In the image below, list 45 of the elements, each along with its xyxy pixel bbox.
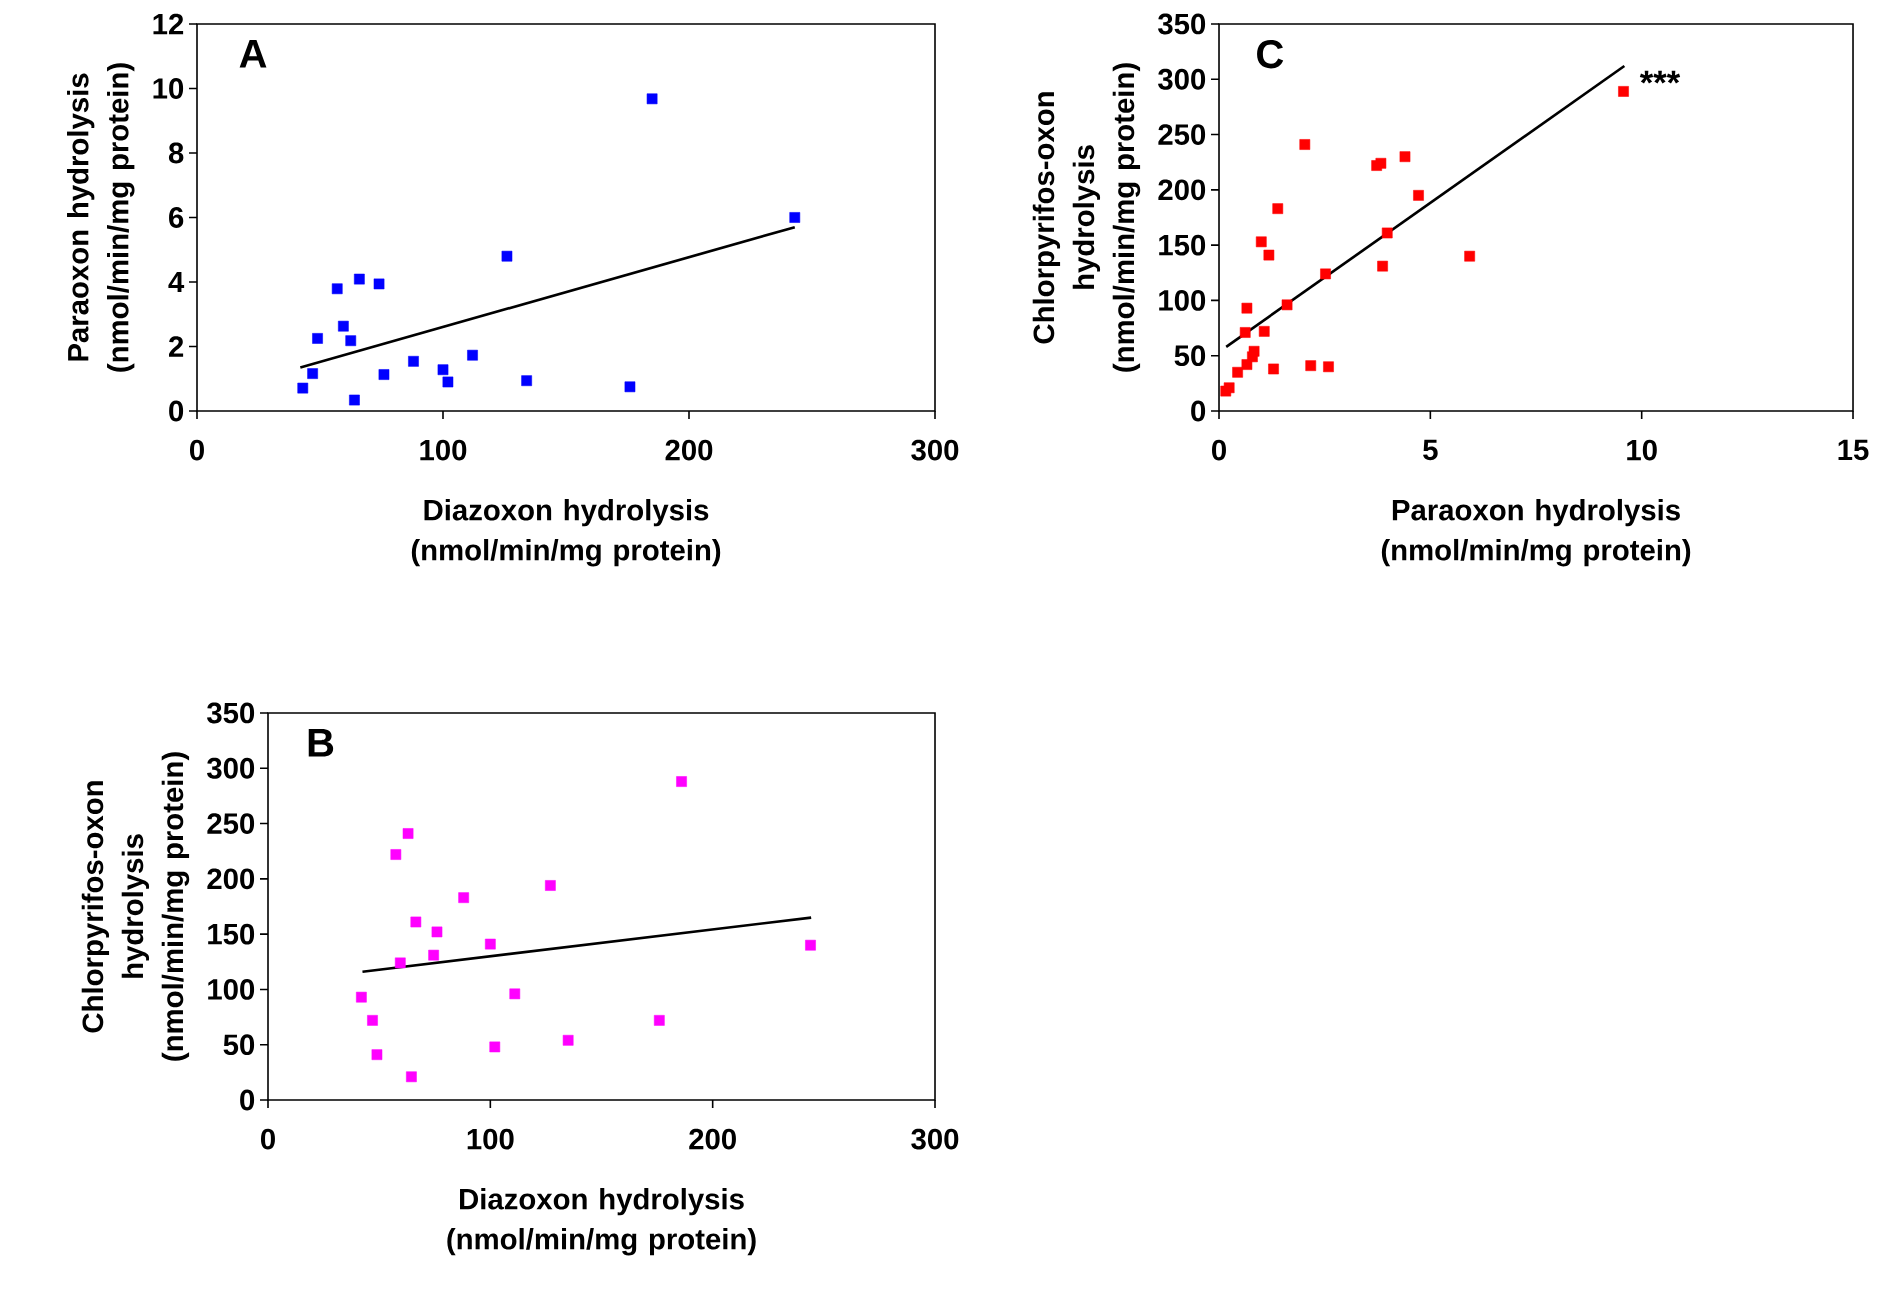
y-tick-label: 150: [1159, 234, 1206, 256]
x-tick-label: 0: [260, 1128, 275, 1150]
y-tick-label: 100: [1159, 290, 1206, 311]
y-tick-label: 6: [169, 207, 184, 228]
x-tick-label: 0: [1212, 439, 1226, 461]
y-tick-label: 200: [1158, 179, 1206, 201]
chart-title: A: [239, 40, 267, 68]
y-tick-label: 100: [208, 979, 255, 1000]
y-tick-label: 10: [153, 78, 184, 99]
y-tick-label: 350: [1158, 13, 1206, 35]
x-tick-label: 0: [189, 439, 204, 461]
x-tick-label: 300: [911, 1128, 959, 1150]
x-tick-label: 15: [1838, 439, 1869, 461]
y-tick-label: 0: [1191, 400, 1206, 422]
x-axis-title: Paraoxon hydrolysis (nmol/min/mg protein): [1381, 498, 1691, 567]
y-tick-label: 150: [208, 923, 255, 945]
y-tick-label: 50: [1174, 345, 1206, 367]
x-tick-label: 10: [1627, 439, 1657, 461]
x-tick-label: 200: [689, 1128, 736, 1150]
y-tick-label: 8: [168, 142, 184, 164]
y-tick-label: 250: [207, 813, 255, 834]
chart-title: C: [1257, 40, 1284, 69]
y-tick-label: 2: [169, 336, 184, 357]
y-tick-label: 12: [153, 13, 184, 35]
x-tick-label: 100: [467, 1128, 514, 1150]
y-tick-label: 200: [207, 868, 255, 890]
y-tick-label: 300: [1158, 68, 1206, 90]
x-axis-title: Diazoxon hydrolysis (nmol/min/mg protein): [447, 1188, 756, 1256]
y-tick-label: 50: [223, 1034, 255, 1056]
x-tick-label: 200: [665, 439, 713, 461]
x-tick-label: 300: [911, 439, 959, 461]
y-tick-label: 0: [169, 400, 184, 422]
chart-title: B: [308, 729, 334, 757]
y-axis-title: Chlorpyrifos-oxon hydrolysis (nmol/min/mg protein): [1032, 63, 1141, 372]
y-axis-title: Paraoxon hydrolysis (nmol/min/mg protein): [67, 63, 135, 372]
x-axis-title: Diazoxon hydrolysis (nmol/min/mg protein): [411, 498, 721, 567]
x-tick-label: 100: [420, 439, 467, 461]
x-tick-label: 5: [1423, 439, 1438, 461]
y-tick-label: 350: [207, 702, 255, 724]
y-tick-label: 300: [207, 757, 255, 779]
y-tick-label: 4: [168, 271, 185, 293]
annotation: ***: [1639, 70, 1681, 84]
y-tick-label: 0: [240, 1089, 255, 1111]
y-axis-title: Chlorpyrifos-oxon hydrolysis (nmol/min/mg protein): [81, 752, 190, 1061]
y-tick-label: 250: [1158, 124, 1206, 145]
